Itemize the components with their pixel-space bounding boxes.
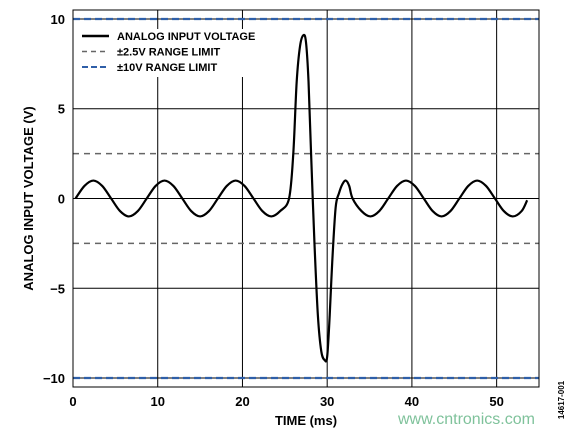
x-tick-label: 40 bbox=[405, 394, 419, 409]
x-tick-label: 20 bbox=[235, 394, 249, 409]
y-tick-label: −10 bbox=[43, 371, 65, 386]
y-tick-label: 0 bbox=[58, 192, 65, 207]
legend: ANALOG INPUT VOLTAGE ±2.5V RANGE LIMIT ±10… bbox=[78, 29, 288, 77]
x-tick-label: 10 bbox=[150, 394, 164, 409]
legend-background bbox=[78, 29, 288, 77]
x-tick-label: 50 bbox=[489, 394, 503, 409]
y-tick-label: 5 bbox=[58, 102, 65, 117]
legend-label: ±10V RANGE LIMIT bbox=[117, 62, 217, 74]
series-layer bbox=[74, 33, 529, 363]
x-tick-label: 0 bbox=[69, 394, 76, 409]
analog-input-voltage-line bbox=[74, 33, 529, 363]
figure-id: 14617-001 bbox=[557, 380, 566, 419]
plot-frame bbox=[72, 9, 540, 388]
legend-label: ANALOG INPUT VOLTAGE bbox=[117, 31, 255, 43]
range-limit-layer bbox=[73, 17, 539, 380]
watermark: www.cntronics.com bbox=[397, 411, 535, 428]
x-tick-label: 30 bbox=[320, 394, 334, 409]
x-axis-label: TIME (ms) bbox=[275, 413, 337, 428]
legend-label: ±2.5V RANGE LIMIT bbox=[117, 47, 220, 59]
y-axis-label: ANALOG INPUT VOLTAGE (V) bbox=[21, 106, 36, 290]
y-tick-label: −5 bbox=[50, 281, 65, 296]
y-tick-label: 10 bbox=[51, 12, 65, 27]
